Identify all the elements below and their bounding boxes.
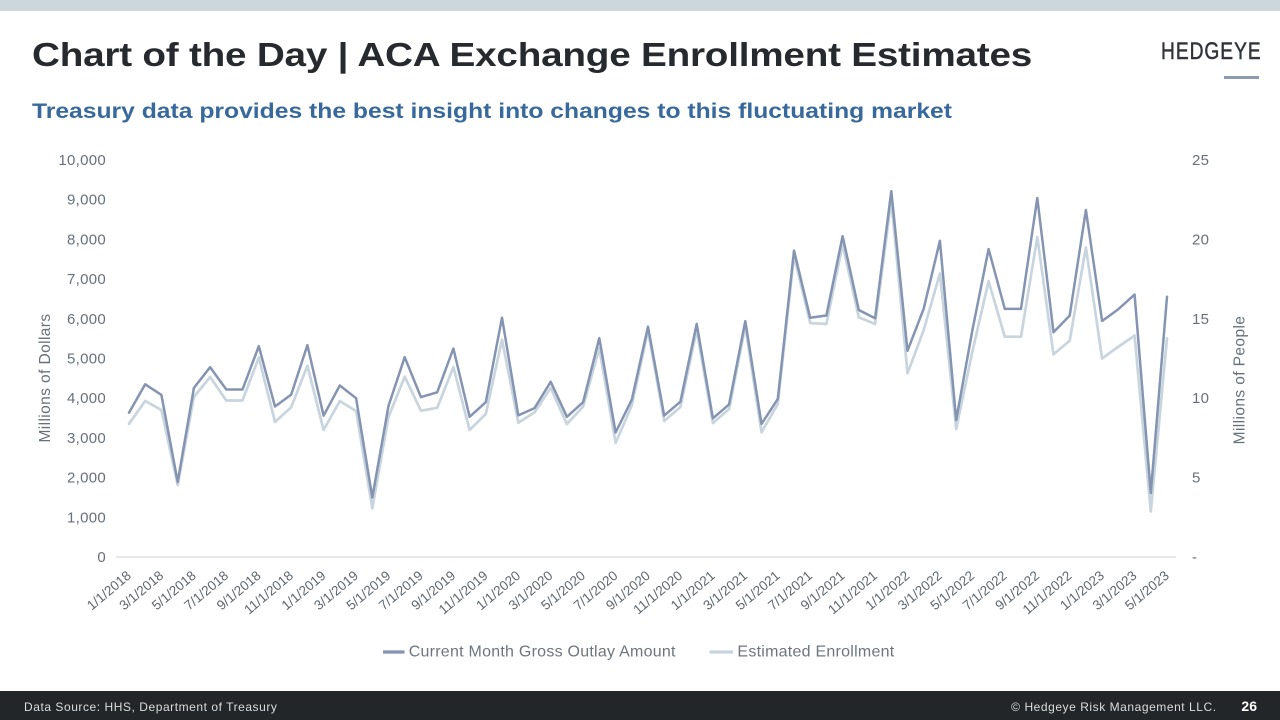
svg-text:10: 10 xyxy=(1192,390,1209,407)
svg-text:5: 5 xyxy=(1192,470,1201,487)
svg-text:8,000: 8,000 xyxy=(67,231,106,248)
svg-text:1,000: 1,000 xyxy=(67,509,106,526)
svg-text:25: 25 xyxy=(1192,152,1209,169)
svg-text:2,000: 2,000 xyxy=(67,470,106,487)
svg-text:5,000: 5,000 xyxy=(67,351,106,368)
svg-text:9,000: 9,000 xyxy=(67,192,106,209)
svg-text:Millions of Dollars: Millions of Dollars xyxy=(37,313,54,442)
svg-text:10,000: 10,000 xyxy=(58,152,106,169)
svg-text:15: 15 xyxy=(1192,311,1209,328)
svg-text:Estimated Enrollment: Estimated Enrollment xyxy=(737,644,894,661)
svg-text:Millions of People: Millions of People xyxy=(1232,316,1249,445)
svg-text:7,000: 7,000 xyxy=(67,271,106,288)
svg-text:6,000: 6,000 xyxy=(67,311,106,328)
svg-text:3,000: 3,000 xyxy=(67,430,106,447)
svg-text:0: 0 xyxy=(97,549,106,566)
svg-text:Current Month Gross Outlay Amo: Current Month Gross Outlay Amount xyxy=(409,644,676,661)
svg-text:20: 20 xyxy=(1192,231,1209,248)
svg-text:-: - xyxy=(1192,549,1197,566)
svg-text:4,000: 4,000 xyxy=(67,390,106,407)
